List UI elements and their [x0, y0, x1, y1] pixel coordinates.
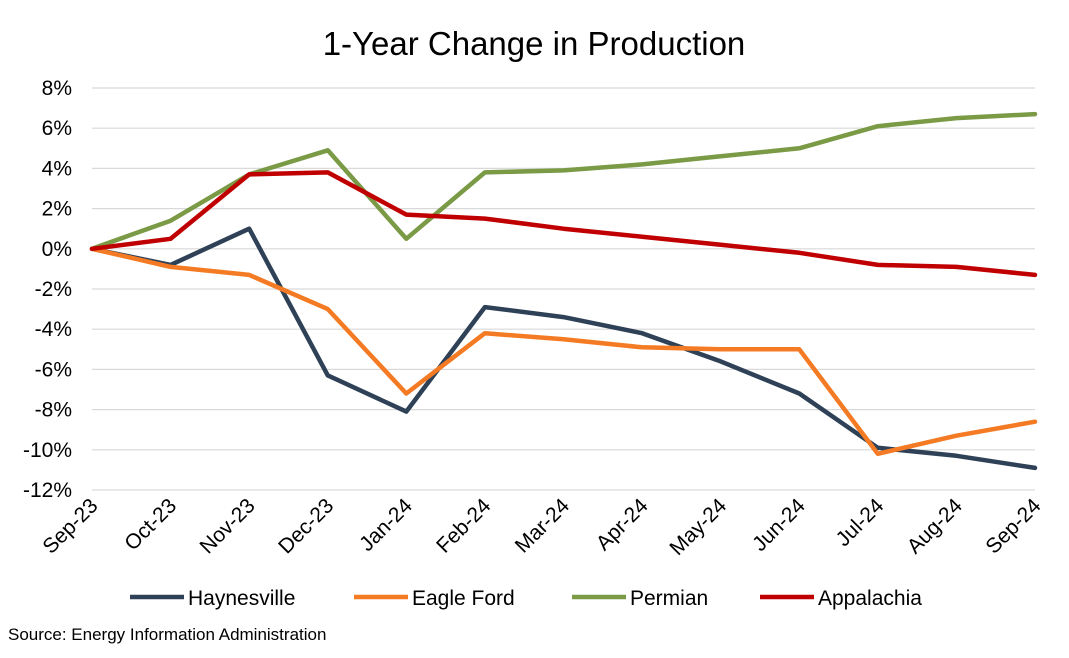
legend-label: Appalachia — [818, 587, 922, 610]
x-tick-label: Nov-23 — [196, 494, 260, 558]
legend-label: Eagle Ford — [412, 587, 515, 610]
y-tick-label: 4% — [42, 157, 72, 180]
x-tick-label: Jan-24 — [355, 494, 417, 556]
x-axis-tick-labels: Sep-23 Oct-23 Nov-23 Dec-23 Jan-24 Feb-24 Mar-… — [38, 494, 1045, 560]
x-tick-label: Oct-23 — [120, 494, 181, 555]
y-tick-label: -8% — [35, 399, 72, 422]
y-tick-label: -6% — [35, 358, 72, 381]
y-axis-tick-labels: 8% 6% 4% 2% 0% -2% -4% -6% -8% -10% -12% — [23, 77, 72, 502]
x-tick-label: Apr-24 — [592, 494, 653, 555]
legend: Haynesville Eagle Ford Permian Appalachia — [130, 587, 922, 610]
x-tick-label: Dec-23 — [274, 494, 338, 558]
chart-title: 1-Year Change in Production — [323, 25, 746, 62]
x-tick-label: Jun-24 — [748, 494, 810, 556]
y-tick-label: 8% — [42, 77, 72, 100]
x-tick-label: Jul-24 — [832, 494, 889, 551]
y-tick-label: 2% — [42, 198, 72, 221]
x-tick-label: Feb-24 — [432, 494, 496, 558]
legend-label: Permian — [630, 587, 708, 610]
gridlines — [92, 87, 1035, 491]
x-tick-label: Sep-24 — [981, 494, 1045, 558]
y-tick-label: -10% — [23, 439, 72, 462]
series-lines — [89, 111, 1038, 471]
y-tick-label: -2% — [35, 278, 72, 301]
x-tick-label: Sep-23 — [38, 494, 102, 558]
y-tick-label: 0% — [42, 238, 72, 261]
source-note: Source: Energy Information Administratio… — [8, 625, 326, 644]
y-tick-label: -12% — [23, 479, 72, 502]
y-tick-label: -4% — [35, 318, 72, 341]
series-line-appalachia — [89, 170, 1038, 278]
series-line-haynesville — [89, 226, 1038, 471]
x-tick-label: Aug-24 — [903, 494, 967, 558]
legend-label: Haynesville — [188, 587, 295, 610]
x-tick-label: Mar-24 — [511, 494, 575, 558]
x-tick-label: May-24 — [665, 494, 731, 560]
series-line-eagle-ford — [89, 246, 1038, 457]
y-tick-label: 6% — [42, 117, 72, 140]
